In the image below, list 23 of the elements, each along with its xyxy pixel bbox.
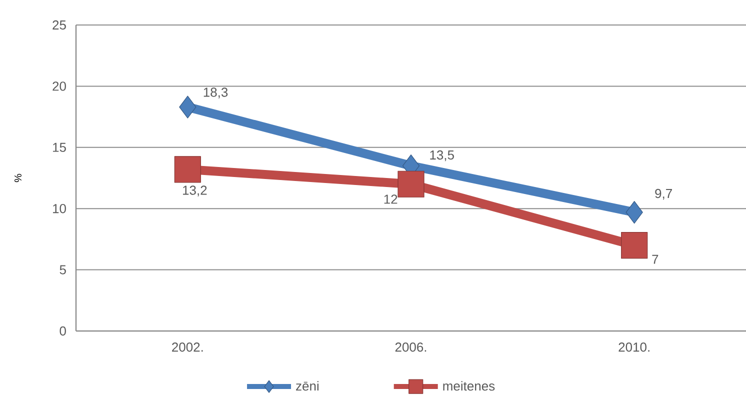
x-tick-label: 2006. xyxy=(395,342,426,352)
x-tick-label: 2002. xyxy=(172,342,203,352)
y-tick-label: 15 xyxy=(53,142,66,152)
point xyxy=(398,170,424,198)
point xyxy=(174,156,201,183)
y-tick-label: 25 xyxy=(52,20,66,30)
data-label: 18,3 xyxy=(204,88,228,98)
data-label: 13,5 xyxy=(430,150,454,162)
y-tick-label: 5 xyxy=(60,265,66,274)
x-tick-label: 2010. xyxy=(618,342,650,352)
data-label: 7 xyxy=(652,254,658,264)
legend-label: meitenes xyxy=(443,381,495,391)
point xyxy=(626,200,643,224)
y-tick-label: 20 xyxy=(52,82,66,91)
y-axis-title: % xyxy=(14,174,22,182)
point xyxy=(179,96,196,118)
point xyxy=(621,232,648,259)
data-label: 12 xyxy=(384,194,398,204)
y-tick-label: 10 xyxy=(53,204,66,214)
legend-label: zēni xyxy=(296,381,318,391)
data-label: 9,7 xyxy=(655,188,672,200)
y-tick-label: 0 xyxy=(60,326,66,336)
data-label: 13,2 xyxy=(183,186,207,196)
